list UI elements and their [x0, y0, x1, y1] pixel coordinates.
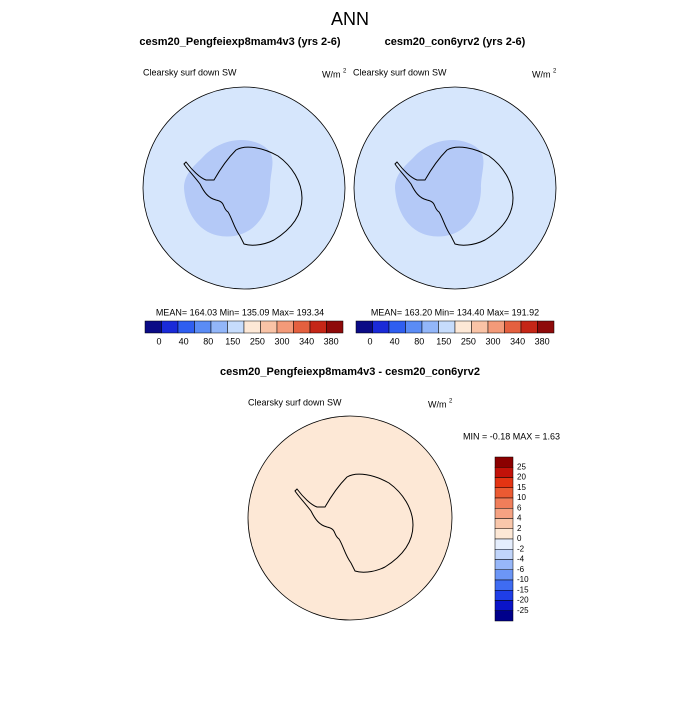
colorbar-box	[355, 320, 373, 334]
colorbar-label: 250	[461, 336, 476, 346]
colorbar-label: 0	[367, 336, 372, 346]
field-label: Clearsky surf down SW	[248, 397, 342, 407]
colorbar-box	[494, 508, 514, 519]
colorbar-box	[161, 320, 179, 334]
colorbar-box	[494, 456, 514, 468]
colorbar-label: 380	[324, 336, 339, 346]
stats: MIN = -0.18 MAX = 1.63	[463, 431, 560, 441]
colorbar-box	[405, 320, 423, 334]
colorbar-label: 0	[517, 534, 522, 543]
colorbar-label: 300	[274, 336, 289, 346]
colorbar-box	[494, 467, 514, 478]
colorbar-box	[494, 569, 514, 581]
colorbar-label: -10	[517, 575, 529, 584]
colorbar-box	[504, 320, 522, 334]
colorbar-box	[494, 487, 514, 499]
colorbar-box	[494, 559, 514, 570]
units: W/m	[428, 399, 447, 409]
colorbar-label: 15	[517, 483, 526, 492]
map-difference	[247, 415, 453, 621]
colorbar-box	[372, 320, 390, 334]
panel-title: cesm20_Pengfeiexp8mam4v3 - cesm20_con6yr…	[220, 366, 480, 378]
colorbar-label: 250	[250, 336, 265, 346]
colorbar-box	[210, 320, 228, 334]
colorbar-box	[487, 320, 505, 334]
colorbar-label: 2	[517, 524, 522, 533]
colorbar-box	[537, 320, 555, 334]
colorbar-label: 300	[485, 336, 500, 346]
stats: MEAN= 163.20 Min= 134.40 Max= 191.92	[371, 307, 539, 317]
colorbar-label: 4	[517, 514, 522, 523]
main-title: ANN	[331, 9, 369, 29]
colorbar-label: 150	[436, 336, 451, 346]
colorbar-box	[494, 528, 514, 540]
colorbar-label: 340	[510, 336, 525, 346]
colorbar-box	[388, 320, 406, 334]
colorbar-box	[454, 320, 472, 334]
colorbar-label: -25	[517, 606, 529, 615]
colorbar-box	[471, 320, 489, 334]
colorbar-label: -2	[517, 544, 525, 553]
colorbar-label: 40	[390, 336, 400, 346]
colorbar-box	[494, 590, 514, 601]
colorbar-label: 80	[203, 336, 213, 346]
panel-title: cesm20_Pengfeiexp8mam4v3 (yrs 2-6)	[139, 36, 341, 48]
colorbar-box	[494, 477, 514, 488]
colorbar-box	[494, 610, 514, 622]
panel-title: cesm20_con6yrv2 (yrs 2-6)	[385, 36, 526, 48]
colorbar-label: 6	[517, 503, 522, 512]
colorbar-box	[494, 518, 514, 529]
colorbar-label: 380	[535, 336, 550, 346]
units: W/m	[322, 69, 341, 79]
colorbar-label: -20	[517, 596, 529, 605]
field-label: Clearsky surf down SW	[143, 67, 237, 77]
units: W/m	[532, 69, 551, 79]
colorbar-label: -4	[517, 555, 525, 564]
colorbar-box	[438, 320, 456, 334]
colorbar-box	[494, 549, 514, 560]
colorbar-label: 25	[517, 462, 526, 471]
colorbar-label: -15	[517, 585, 529, 594]
colorbar-box	[494, 497, 514, 509]
colorbar-label: -6	[517, 565, 525, 574]
colorbar-label: 20	[517, 473, 526, 482]
colorbar-box	[243, 320, 261, 334]
colorbar-box	[276, 320, 294, 334]
colorbar-box	[421, 320, 439, 334]
units-sup: 2	[449, 399, 453, 405]
colorbar-label: 80	[414, 336, 424, 346]
colorbar-box	[494, 538, 514, 550]
colorbar-label: 340	[299, 336, 314, 346]
colorbar-label: 0	[156, 336, 161, 346]
colorbar-box	[144, 320, 162, 334]
colorbar-box	[194, 320, 212, 334]
colorbar-box	[293, 320, 311, 334]
map-left	[142, 86, 346, 290]
stats: MEAN= 164.03 Min= 135.09 Max= 193.34	[156, 307, 324, 317]
units-sup: 2	[343, 69, 347, 75]
colorbar-box	[227, 320, 245, 334]
colorbar-box	[494, 600, 514, 611]
map-right	[353, 86, 557, 290]
colorbar-box	[520, 320, 538, 334]
colorbar-box	[494, 579, 514, 591]
colorbar-label: 10	[517, 493, 526, 502]
colorbar-label: 40	[179, 336, 189, 346]
units-sup: 2	[553, 69, 557, 75]
colorbar-box	[177, 320, 195, 334]
colorbar-box	[326, 320, 344, 334]
colorbar-label: 150	[225, 336, 240, 346]
colorbar-box	[309, 320, 327, 334]
colorbar-box	[260, 320, 278, 334]
field-label: Clearsky surf down SW	[353, 67, 447, 77]
